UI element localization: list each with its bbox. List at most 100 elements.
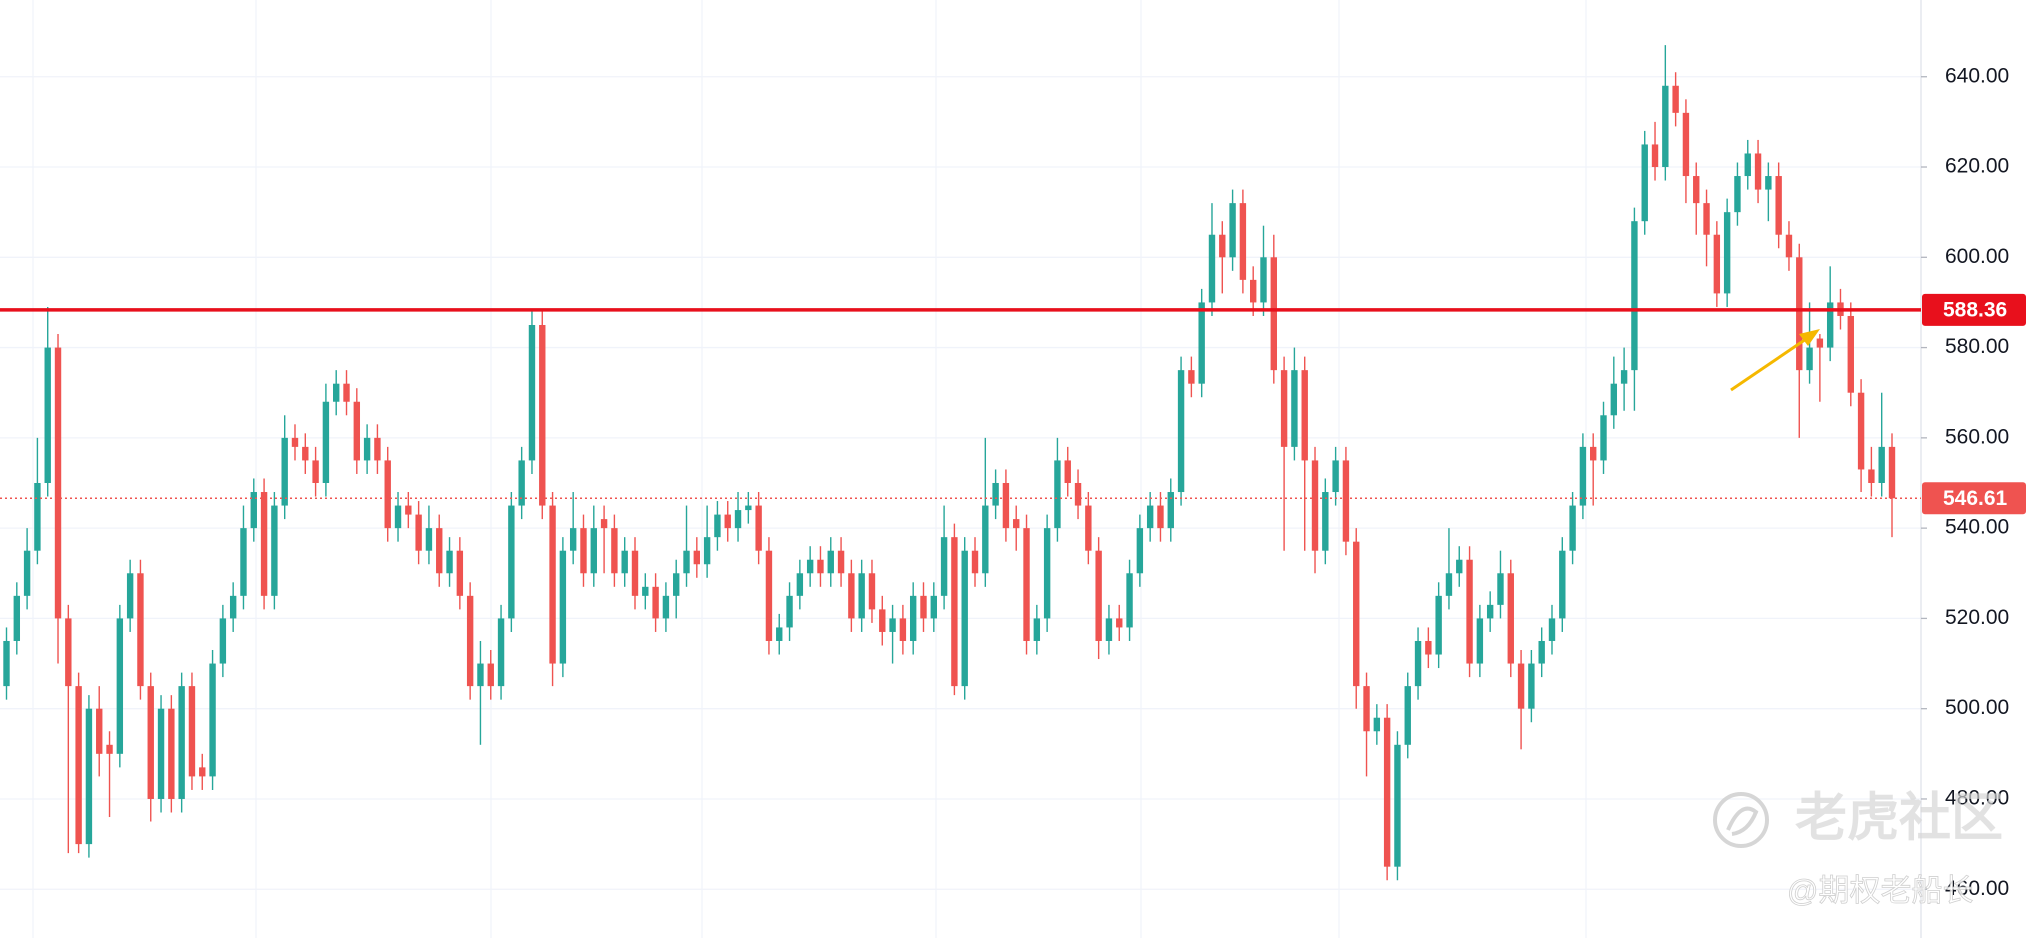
- y-tick-label: 560.00: [1945, 425, 2009, 448]
- candle-body: [1868, 469, 1875, 483]
- candle-body: [1136, 528, 1144, 574]
- candle-body: [487, 663, 494, 687]
- candle-body: [518, 460, 525, 506]
- candle-body: [1785, 234, 1793, 258]
- candle-body: [1456, 559, 1463, 574]
- candle-body: [755, 505, 762, 551]
- candle-body: [1085, 505, 1092, 551]
- candle-body: [734, 510, 742, 529]
- candle-body: [642, 586, 649, 596]
- candle-body: [858, 573, 865, 619]
- candle-body: [879, 609, 886, 632]
- y-tick-label: 580.00: [1945, 335, 2009, 358]
- candle-body: [1414, 640, 1422, 687]
- candle-body: [157, 708, 165, 799]
- candle-body: [3, 640, 10, 687]
- candle-body: [1744, 153, 1751, 177]
- candle-body: [1435, 595, 1442, 655]
- candle-body: [199, 767, 206, 777]
- candle-body: [590, 528, 597, 574]
- candle-body: [693, 550, 701, 565]
- candle-body: [559, 550, 567, 664]
- candle-body: [1497, 573, 1504, 605]
- candle-body: [1332, 460, 1339, 493]
- candle-body: [1826, 302, 1834, 348]
- horizontal-lines: 588.36 546.61: [0, 293, 2026, 515]
- candle-body: [724, 514, 731, 529]
- y-tick-label: 620.00: [1945, 155, 2009, 178]
- candle-body: [1528, 663, 1535, 709]
- candle-body: [302, 446, 309, 461]
- price-tag: 546.61: [1943, 487, 2008, 510]
- candle-body: [1013, 519, 1020, 529]
- candle-body: [1888, 446, 1896, 499]
- candle-body: [1291, 370, 1298, 447]
- y-tick-label: 640.00: [1945, 64, 2009, 87]
- arrow-head: [1799, 329, 1820, 346]
- watermark-logo: [1726, 806, 1759, 836]
- candle-body: [673, 573, 680, 596]
- candle-body: [1146, 505, 1154, 529]
- candle-body: [868, 573, 876, 610]
- candle-body: [1734, 176, 1741, 213]
- candle-body: [539, 325, 546, 506]
- grid: [0, 76, 1921, 890]
- candle-body: [1723, 212, 1731, 294]
- candle-body: [436, 528, 443, 574]
- candle-body: [1765, 176, 1772, 190]
- watermark: 老虎社区 @期权老船长: [1713, 790, 2003, 909]
- price-tag-box: [1922, 293, 2026, 326]
- watermark-author: @期权老船长: [1787, 873, 1973, 908]
- y-tick-label: 540.00: [1945, 516, 2009, 539]
- candle-body: [1280, 370, 1288, 447]
- candle-body: [260, 492, 268, 596]
- candle-body: [930, 595, 937, 619]
- candle-body: [1816, 338, 1824, 348]
- candle-body: [1116, 618, 1123, 628]
- candle-body: [456, 550, 464, 596]
- candle-body: [1033, 618, 1041, 641]
- candle-body: [322, 401, 330, 483]
- candle-body: [44, 347, 51, 483]
- candle-body: [1157, 505, 1164, 529]
- candle-body: [549, 505, 556, 664]
- candle-body: [1559, 550, 1566, 619]
- candle-body: [466, 595, 474, 687]
- candle-body: [1043, 528, 1051, 619]
- candle-body: [992, 482, 999, 506]
- candle-body: [1486, 604, 1494, 619]
- candle-body: [1610, 383, 1618, 416]
- candle-body: [13, 595, 21, 641]
- candle-body: [703, 537, 711, 565]
- candle-body: [147, 686, 154, 799]
- candle-body: [631, 550, 639, 596]
- candle-body: [683, 550, 690, 574]
- candle-body: [1703, 203, 1710, 235]
- y-tick-label: 480.00: [1945, 787, 2009, 810]
- candle-body: [219, 618, 227, 664]
- candle-body: [611, 528, 618, 574]
- candle-body: [1219, 234, 1226, 258]
- candle-body: [23, 550, 31, 596]
- candle-body: [621, 550, 628, 574]
- candle-body: [745, 505, 752, 511]
- candle-body: [1620, 370, 1628, 384]
- candle-body: [652, 586, 659, 619]
- candle-body: [497, 618, 505, 687]
- candle-body: [1054, 460, 1061, 529]
- candle-body: [1775, 176, 1782, 235]
- candle-body: [765, 550, 773, 641]
- candle-body: [363, 437, 371, 461]
- candle-body: [837, 550, 845, 574]
- candle-body: [899, 618, 907, 641]
- candle-body: [250, 492, 257, 529]
- y-tick-label: 460.00: [1945, 877, 2009, 900]
- candle-body: [1806, 347, 1813, 371]
- candle-body: [1857, 392, 1865, 470]
- candle-body: [1229, 203, 1236, 258]
- candle-body: [889, 618, 896, 632]
- candle-body: [508, 505, 515, 619]
- candle-body: [1672, 85, 1679, 113]
- candle-body: [1569, 505, 1576, 551]
